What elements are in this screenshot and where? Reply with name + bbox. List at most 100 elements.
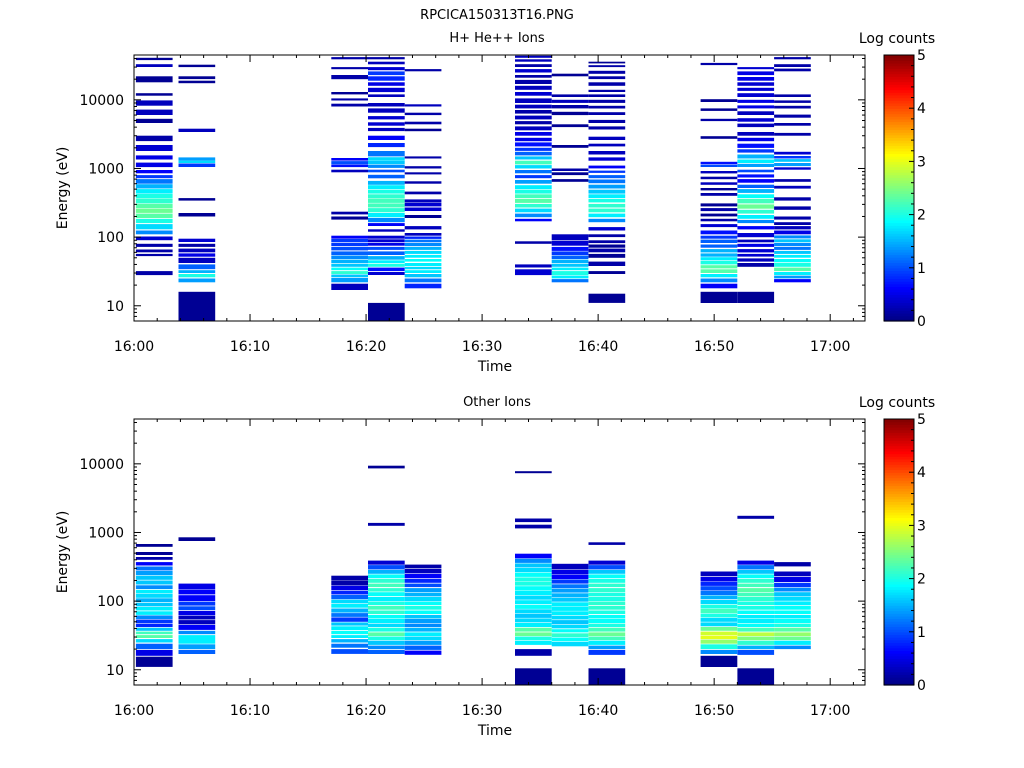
colorbar-segment bbox=[884, 172, 914, 176]
spectrogram-cell bbox=[515, 563, 552, 568]
colorbar-segment bbox=[884, 313, 914, 317]
spectrogram-cell bbox=[368, 565, 405, 570]
spectrogram-cell bbox=[700, 581, 738, 586]
spectrogram-cell bbox=[551, 234, 589, 241]
spectrogram-cell bbox=[368, 185, 405, 190]
colorbar-segment bbox=[884, 55, 914, 59]
spectrogram-cell bbox=[588, 271, 626, 274]
spectrogram-cell bbox=[588, 610, 626, 614]
spectrogram-cell bbox=[515, 85, 552, 90]
spectrogram-cell bbox=[368, 87, 405, 93]
spectrogram-cell bbox=[515, 147, 552, 151]
spectrogram-cell bbox=[178, 649, 216, 654]
spectrogram-cell bbox=[588, 61, 626, 64]
spectrogram-cell bbox=[135, 155, 173, 160]
spectrogram-cell bbox=[331, 67, 368, 70]
spectrogram-cell bbox=[551, 624, 589, 629]
colorbar-segment bbox=[884, 575, 914, 580]
spectrogram-cell bbox=[515, 115, 552, 120]
spectrogram-cell bbox=[737, 67, 775, 70]
spectrogram-cell bbox=[700, 655, 738, 667]
spectrogram-cell bbox=[515, 189, 552, 194]
colorbar-segment bbox=[884, 134, 914, 139]
colorbar-segment bbox=[884, 565, 914, 569]
spectrogram-cells bbox=[135, 55, 811, 321]
colorbar-segment bbox=[884, 158, 914, 162]
spectrogram-cell bbox=[737, 610, 775, 614]
spectrogram-cells bbox=[135, 465, 811, 685]
spectrogram-cell bbox=[178, 213, 216, 217]
spectrogram-cell bbox=[737, 137, 775, 142]
colorbar-segment bbox=[884, 682, 914, 686]
spectrogram-cell bbox=[737, 239, 775, 243]
spectrogram-cell bbox=[178, 76, 216, 80]
colorbar-segment bbox=[884, 442, 914, 447]
spectrogram-cell bbox=[331, 75, 368, 80]
spectrogram-cell bbox=[588, 627, 626, 632]
spectrogram-cell bbox=[515, 98, 552, 103]
spectrogram-cell bbox=[368, 57, 405, 60]
spectrogram-cell bbox=[178, 644, 216, 650]
spectrogram-cell bbox=[404, 564, 442, 569]
spectrogram-cell bbox=[135, 194, 173, 199]
spectrogram-cell bbox=[404, 618, 442, 623]
colorbar-segment bbox=[884, 610, 914, 614]
spectrogram-cell bbox=[588, 94, 626, 97]
colorbar-segment bbox=[884, 480, 914, 484]
spectrogram-cell bbox=[515, 632, 552, 636]
spectrogram-cell bbox=[700, 164, 738, 167]
spectrogram-cell bbox=[135, 585, 173, 589]
spectrogram-cell bbox=[700, 118, 738, 122]
spectrogram-cell bbox=[135, 639, 173, 643]
colorbar-segment bbox=[884, 613, 914, 617]
spectrogram-cell bbox=[588, 165, 626, 169]
spectrogram-cell bbox=[737, 159, 775, 163]
spectrogram-cell bbox=[368, 645, 405, 650]
colorbar-segment bbox=[884, 512, 914, 516]
spectrogram-cell bbox=[737, 565, 775, 570]
spectrogram-cell bbox=[368, 465, 405, 469]
colorbar-segment bbox=[884, 73, 914, 77]
colorbar-segment bbox=[884, 222, 914, 226]
spectrogram-cell bbox=[737, 87, 775, 91]
colorbar-segment bbox=[884, 549, 914, 553]
colorbar-segment bbox=[884, 472, 914, 476]
spectrogram-cell bbox=[551, 579, 589, 584]
spectrogram-cell bbox=[515, 69, 552, 73]
spectrogram-cell bbox=[737, 204, 775, 209]
spectrogram-cell bbox=[404, 645, 442, 650]
spectrogram-cell bbox=[700, 99, 738, 102]
spectrogram-cell bbox=[588, 261, 626, 266]
spectrogram-cell bbox=[774, 64, 811, 67]
spectrogram-cell bbox=[135, 243, 173, 247]
spectrogram-cell bbox=[404, 573, 442, 579]
spectrogram-cell bbox=[331, 590, 368, 595]
spectrogram-cell bbox=[331, 635, 368, 638]
spectrogram-cell bbox=[774, 267, 811, 272]
panel-title: H+ He++ Ions bbox=[449, 31, 545, 46]
spectrogram-cell bbox=[551, 620, 589, 625]
colorbar-segment bbox=[884, 281, 914, 285]
spectrogram-cell bbox=[404, 121, 442, 125]
spectrogram-cell bbox=[135, 135, 173, 142]
spectrogram-cell bbox=[368, 606, 405, 610]
spectrogram-cell bbox=[515, 636, 552, 641]
colorbar-segment bbox=[884, 605, 914, 609]
spectrogram-cell bbox=[368, 260, 405, 263]
colorbar-segment bbox=[884, 89, 914, 93]
spectrogram-cell bbox=[331, 622, 368, 626]
spectrogram-cell bbox=[331, 211, 368, 215]
spectrogram-cell bbox=[737, 632, 775, 636]
spectrogram-cell bbox=[737, 189, 775, 193]
spectrogram-cell bbox=[135, 602, 173, 607]
spectrogram-cell bbox=[737, 209, 775, 214]
colorbar-segment bbox=[884, 450, 914, 455]
colorbar-segment bbox=[884, 57, 914, 61]
spectrogram-cell bbox=[331, 98, 368, 101]
spectrogram-cell bbox=[588, 208, 626, 213]
spectrogram-cell bbox=[368, 597, 405, 602]
figure-title: RPCICA150313T16.PNG bbox=[420, 8, 574, 23]
spectrogram-cell bbox=[331, 626, 368, 630]
colorbar-tick-label: 4 bbox=[917, 101, 926, 117]
spectrogram-cell bbox=[737, 77, 775, 81]
